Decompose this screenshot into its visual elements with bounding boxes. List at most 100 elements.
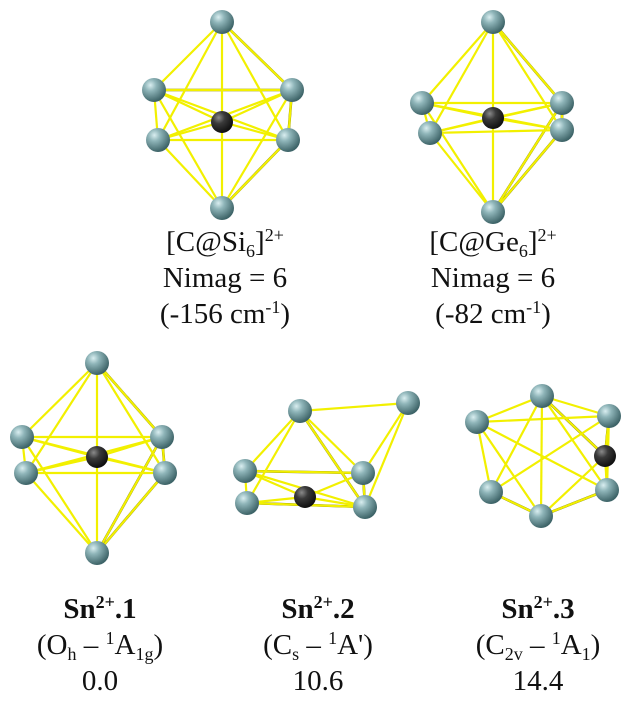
bond (476, 421, 542, 517)
caption-sn-1: Sn2+.1 (Oh – 1A1g) 0.0 (0, 591, 200, 699)
bond (299, 401, 409, 413)
cage-atom (550, 91, 574, 115)
bond (363, 402, 410, 508)
bond (299, 410, 366, 508)
energy-sn-3: 14.4 (512, 665, 564, 697)
center-atom (482, 107, 504, 129)
cage-atom (210, 10, 234, 34)
cage-atom (351, 461, 375, 485)
cage-atom (550, 118, 574, 142)
caption-c-ge6: [C@Ge6]2+ Nimag = 6 (-82 cm-1) (378, 224, 608, 332)
cage-atom (353, 495, 377, 519)
caption-sn-2: Sn2+.2 (Cs – 1A') 10.6 (218, 591, 418, 699)
molecule-c-ge6 (410, 10, 574, 224)
cage-atom (465, 410, 489, 434)
molecule-sn-2 (233, 391, 420, 519)
cage-atom (288, 399, 312, 423)
cage-atom (85, 541, 109, 565)
cage-atom (233, 459, 257, 483)
cage-atom (85, 351, 109, 375)
bond (21, 436, 98, 554)
bond (490, 395, 543, 493)
bond (153, 21, 223, 91)
frequency-c-si6: (-156 cm-1) (159, 297, 291, 330)
cage-atom (150, 425, 174, 449)
bond (492, 129, 563, 213)
bond (25, 472, 98, 554)
bond (221, 21, 293, 91)
cage-atom (396, 391, 420, 415)
bond (429, 128, 563, 135)
bond (221, 21, 289, 141)
bond (221, 89, 293, 209)
bond (246, 410, 301, 504)
center-atom (211, 111, 233, 133)
nimag-c-ge6: Nimag = 6 (430, 262, 556, 294)
bond (429, 21, 494, 134)
bond (490, 415, 610, 493)
cage-atom (146, 128, 170, 152)
bond (421, 21, 494, 104)
bond (244, 410, 301, 472)
cage-atom (530, 384, 554, 408)
bond (492, 21, 563, 104)
bond (429, 132, 494, 213)
bond (25, 362, 98, 474)
energy-sn-1: 0.0 (81, 665, 119, 697)
bond (421, 102, 494, 213)
symmetry-sn-3: (C2v – 1A1) (475, 628, 601, 664)
caption-c-si6: [C@Si6]2+ Nimag = 6 (-156 cm-1) (110, 224, 340, 332)
cage-atom (10, 425, 34, 449)
cage-atom (418, 121, 442, 145)
name-sn-1: Sn2+.1 (63, 592, 137, 625)
name-sn-2: Sn2+.2 (281, 592, 355, 625)
bond (492, 21, 563, 131)
bond (541, 395, 608, 491)
energy-sn-2: 10.6 (292, 665, 344, 697)
cage-atom (481, 10, 505, 34)
formula-c-si6: [C@Si6]2+ (166, 225, 284, 261)
symmetry-sn-1: (Oh – 1A1g) (36, 628, 164, 664)
cage-atom (142, 78, 166, 102)
nimag-c-si6: Nimag = 6 (162, 262, 288, 294)
bond (153, 89, 223, 209)
bond (157, 21, 223, 141)
center-atom (294, 486, 316, 508)
bond (96, 436, 163, 554)
bond (221, 139, 289, 209)
bond (476, 414, 610, 424)
cage-atom (153, 461, 177, 485)
bond (96, 472, 166, 554)
cage-atom (276, 128, 300, 152)
frequency-c-ge6: (-82 cm-1) (435, 297, 551, 330)
bond (541, 395, 606, 457)
molecule-sn-3 (465, 384, 621, 528)
bond (492, 102, 563, 213)
cage-atom (235, 491, 259, 515)
bond (244, 469, 364, 475)
cage-atom (481, 200, 505, 224)
bond (476, 421, 608, 491)
bond (96, 362, 166, 474)
cage-atom (280, 78, 304, 102)
symmetry-sn-2: (Cs – 1A') (263, 628, 373, 664)
center-atom (86, 446, 108, 468)
cage-atom (410, 91, 434, 115)
cage-atom (479, 480, 503, 504)
cage-atom (210, 196, 234, 220)
bond (21, 362, 98, 438)
bond (362, 402, 409, 474)
molecule-sn-1 (10, 351, 177, 565)
bond (96, 362, 163, 438)
bond (540, 455, 606, 517)
bond (157, 139, 223, 209)
caption-sn-3: Sn2+.3 (C2v – 1A1) 14.4 (443, 591, 633, 699)
cage-atom (14, 461, 38, 485)
center-atom (594, 445, 616, 467)
molecule-c-si6 (142, 10, 304, 220)
cage-atom (597, 404, 621, 428)
cage-atom (529, 504, 553, 528)
bond (299, 410, 364, 474)
formula-c-ge6: [C@Ge6]2+ (429, 225, 557, 261)
name-sn-3: Sn2+.3 (501, 592, 575, 625)
